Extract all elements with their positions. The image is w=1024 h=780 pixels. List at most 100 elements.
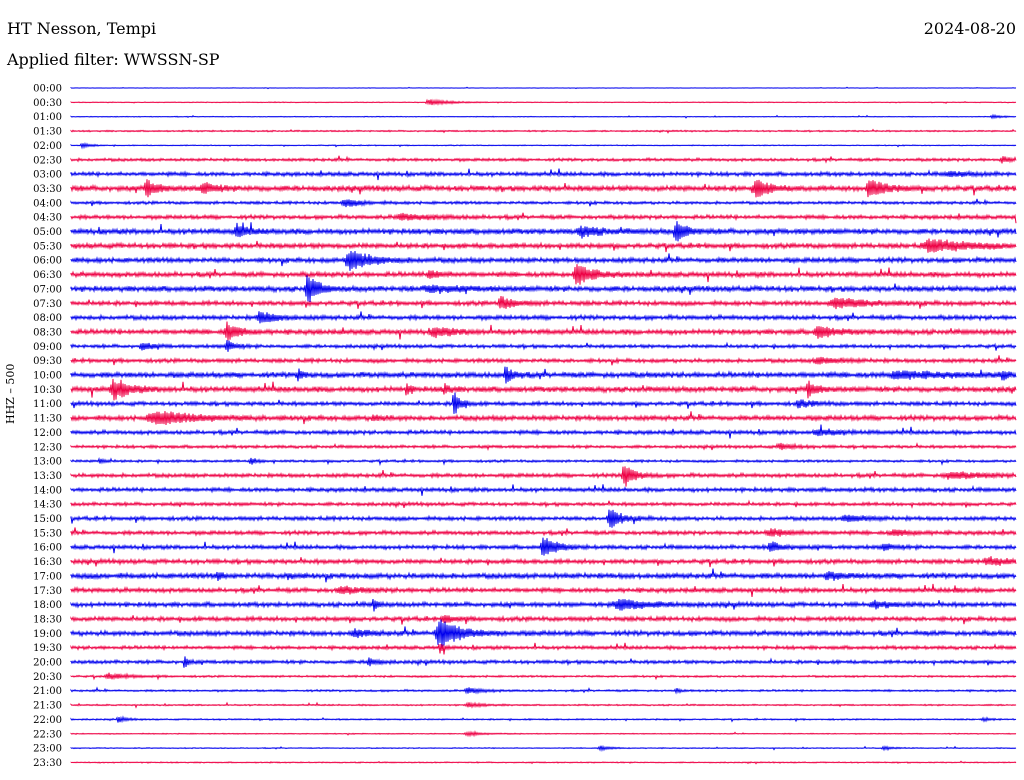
trace-line xyxy=(70,583,1017,598)
time-label: 16:00 xyxy=(33,543,62,554)
time-label: 19:30 xyxy=(33,643,62,654)
trace-line xyxy=(70,113,1017,120)
time-label: 20:30 xyxy=(33,672,62,683)
trace-line xyxy=(70,179,1017,198)
trace-line xyxy=(70,168,1017,181)
trace-line xyxy=(70,424,1017,439)
time-label: 14:30 xyxy=(33,500,62,511)
time-label: 00:00 xyxy=(33,84,62,95)
time-label: 08:30 xyxy=(33,327,62,338)
station-title: HT Nesson, Tempi xyxy=(7,19,157,38)
time-label: 06:30 xyxy=(33,270,62,281)
trace-line xyxy=(70,340,1017,352)
trace-line xyxy=(70,466,1017,487)
trace-line xyxy=(70,86,1017,90)
time-label: 04:30 xyxy=(33,213,62,224)
trace-line xyxy=(70,295,1017,310)
time-label: 17:30 xyxy=(33,586,62,597)
time-label: 14:00 xyxy=(33,485,62,496)
time-label: 12:30 xyxy=(33,442,62,453)
trace-line xyxy=(70,686,1017,695)
trace-line xyxy=(70,614,1017,625)
time-label: 01:00 xyxy=(33,112,62,123)
time-label: 02:00 xyxy=(33,141,62,152)
time-label: 20:00 xyxy=(33,658,62,669)
trace-line xyxy=(70,715,1017,724)
trace-line xyxy=(70,537,1017,556)
time-label: 09:30 xyxy=(33,356,62,367)
time-label: 05:30 xyxy=(33,241,62,252)
trace-line xyxy=(70,744,1017,752)
time-label: 13:30 xyxy=(33,471,62,482)
time-label: 07:00 xyxy=(33,284,62,295)
time-label: 22:00 xyxy=(33,715,62,726)
trace-line xyxy=(70,642,1017,655)
time-label: 18:30 xyxy=(33,614,62,625)
trace-line xyxy=(70,619,1017,648)
trace-line xyxy=(70,98,1017,106)
trace-line xyxy=(70,250,1017,271)
time-label: 07:30 xyxy=(33,299,62,310)
time-label: 03:00 xyxy=(33,170,62,181)
time-label: 23:30 xyxy=(33,758,62,769)
time-label: 10:00 xyxy=(33,371,62,382)
trace-line xyxy=(70,212,1017,224)
time-label: 03:30 xyxy=(33,184,62,195)
trace-line xyxy=(70,730,1017,738)
trace-line xyxy=(70,701,1017,709)
time-label: 16:30 xyxy=(33,557,62,568)
trace-line xyxy=(70,457,1017,467)
time-label: 15:30 xyxy=(33,528,62,539)
trace-line xyxy=(70,527,1017,538)
time-label: 19:00 xyxy=(33,629,62,640)
time-label: 13:00 xyxy=(33,457,62,468)
trace-line xyxy=(70,378,1017,401)
time-label: 22:30 xyxy=(33,729,62,740)
trace-line xyxy=(70,760,1017,765)
time-label: 05:00 xyxy=(33,227,62,238)
date-label: 2024-08-20 xyxy=(923,19,1016,38)
trace-line xyxy=(70,656,1017,668)
trace-line xyxy=(70,411,1017,426)
time-label: 18:00 xyxy=(33,600,62,611)
time-label: 23:00 xyxy=(33,744,62,755)
trace-line xyxy=(70,599,1017,612)
time-label: 00:30 xyxy=(33,98,62,109)
time-label: 21:30 xyxy=(33,701,62,712)
trace-line xyxy=(70,484,1017,496)
trace-line xyxy=(70,221,1017,242)
time-label: 06:00 xyxy=(33,256,62,267)
trace-line xyxy=(70,355,1017,366)
time-label: 21:00 xyxy=(33,686,62,697)
filter-label: Applied filter: WWSSN-SP xyxy=(7,50,220,69)
time-label: 04:00 xyxy=(33,198,62,209)
time-label: 10:30 xyxy=(33,385,62,396)
trace-line xyxy=(70,141,1017,150)
trace-line xyxy=(70,155,1017,164)
trace-line xyxy=(70,275,1017,303)
time-label: 08:00 xyxy=(33,313,62,324)
trace-line xyxy=(70,264,1017,285)
time-label: 11:00 xyxy=(33,399,62,410)
trace-line xyxy=(70,442,1017,452)
trace-line xyxy=(70,556,1017,568)
trace-line xyxy=(70,366,1017,384)
trace-line xyxy=(70,128,1017,134)
time-label: 17:00 xyxy=(33,571,62,582)
time-label: 11:30 xyxy=(33,414,62,425)
time-label: 02:30 xyxy=(33,155,62,166)
time-label: 15:00 xyxy=(33,514,62,525)
trace-line xyxy=(70,198,1017,208)
time-label: 09:00 xyxy=(33,342,62,353)
time-label: 01:30 xyxy=(33,127,62,138)
trace-line xyxy=(70,499,1017,509)
trace-line xyxy=(70,568,1017,583)
time-label: 12:00 xyxy=(33,428,62,439)
trace-line xyxy=(70,321,1017,341)
trace-line xyxy=(70,392,1017,414)
trace-line xyxy=(70,311,1017,324)
trace-line xyxy=(70,238,1017,253)
trace-line xyxy=(70,672,1017,681)
trace-line xyxy=(70,509,1017,528)
